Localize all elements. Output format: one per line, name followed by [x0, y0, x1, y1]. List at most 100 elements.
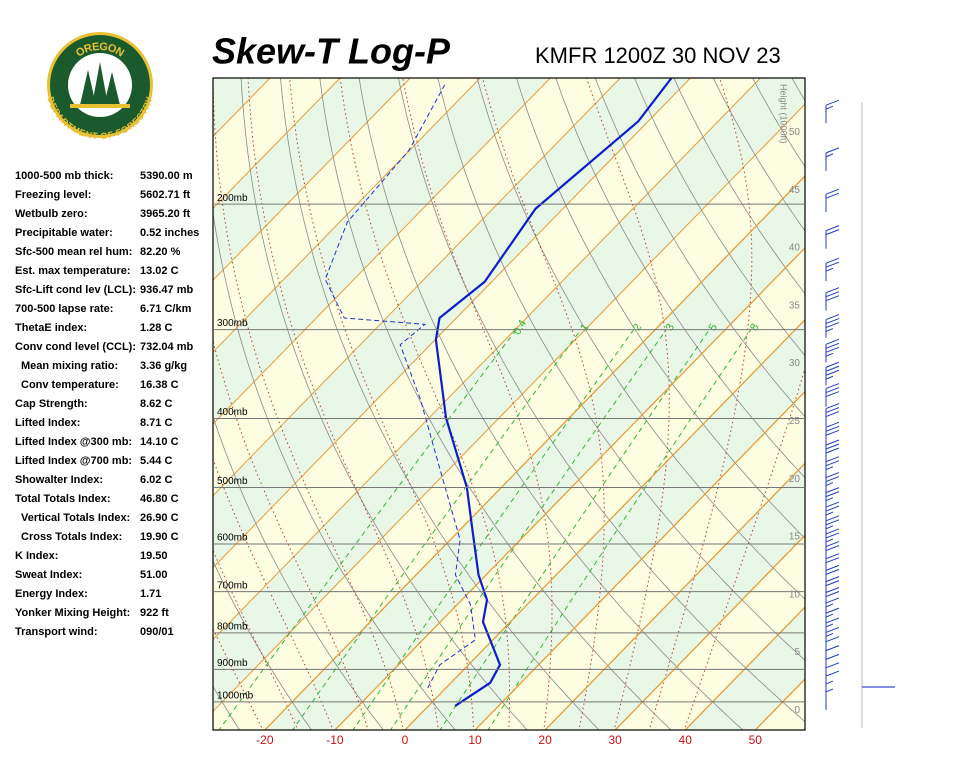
x-tick-label: 0 — [402, 733, 409, 747]
dry-adiabat — [791, 78, 805, 102]
mixing-ratio-line — [389, 329, 667, 730]
dry-adiabat — [213, 415, 384, 730]
dry-adiabat — [905, 71, 960, 732]
isotherm — [213, 78, 411, 281]
y-tick-label: 1000mb — [217, 691, 254, 702]
isotherm-grid — [474, 390, 805, 730]
height-tick-label: 30 — [789, 358, 801, 369]
isotherm — [213, 78, 551, 425]
index-label: Lifted Index @300 mb: — [15, 436, 132, 448]
mixing-ratio-label: 3 — [664, 322, 677, 333]
dry-adiabat — [827, 71, 960, 732]
index-label: Precipitable water: — [15, 227, 113, 239]
dry-adiabat — [594, 78, 805, 418]
x-tick-label: 20 — [538, 733, 552, 747]
y-tick-label: 600mb — [217, 533, 248, 544]
isotherm-grid — [264, 175, 805, 730]
height-tick-label: 0 — [794, 705, 800, 716]
x-tick-label: 50 — [749, 733, 763, 747]
wind-barb — [825, 421, 840, 446]
dry-adiabat — [516, 78, 805, 539]
chart-title: Skew-T Log-P — [212, 31, 451, 72]
wind-barb — [825, 147, 840, 171]
index-label: Conv temperature: — [21, 379, 119, 391]
dry-adiabat — [280, 78, 600, 730]
moist-adiabat — [648, 78, 753, 730]
mixing-ratio-line — [352, 329, 635, 730]
dewpoint-line — [324, 84, 476, 689]
temp-band — [213, 78, 805, 712]
moist-adiabat — [683, 366, 805, 730]
x-tick-label: 40 — [679, 733, 693, 747]
temp-band — [825, 78, 960, 730]
y-tick-label: 700mb — [217, 580, 248, 591]
index-value: 6.71 C/km — [140, 303, 192, 315]
index-value: 6.02 C — [140, 474, 172, 486]
index-value: 1.71 — [140, 588, 161, 600]
index-label: Transport wind: — [15, 626, 98, 638]
moist-adiabat — [213, 627, 264, 730]
index-value: 13.02 C — [140, 265, 179, 277]
index-label: Lifted Index @700 mb: — [15, 455, 132, 467]
index-label: Sweat Index: — [15, 569, 82, 581]
index-value: 5602.71 ft — [140, 189, 190, 201]
moist-adiabat — [482, 78, 605, 730]
wind-barb — [825, 188, 840, 213]
index-value: 19.50 — [140, 550, 168, 562]
index-label: Showalter Index: — [15, 474, 103, 486]
index-label: Est. max temperature: — [15, 265, 131, 277]
index-value: 3965.20 ft — [140, 208, 190, 220]
dry-adiabat — [213, 560, 312, 730]
moist-adiabat — [402, 78, 553, 730]
index-value: 0.52 inches — [140, 227, 199, 239]
index-label: Mean mixing ratio: — [21, 360, 118, 372]
wind-barb — [825, 597, 840, 621]
moist-adiabat — [586, 78, 670, 730]
wind-barb — [825, 99, 840, 124]
temp-band — [213, 104, 805, 730]
index-value: 8.71 C — [140, 417, 172, 429]
index-label: Energy Index: — [15, 588, 88, 600]
index-label: Yonker Mixing Height: — [15, 607, 130, 619]
index-value: 19.90 C — [140, 531, 179, 543]
height-tick-label: 10 — [789, 589, 801, 600]
isotherm — [213, 78, 341, 210]
index-label: Vertical Totals Index: — [21, 512, 130, 524]
index-value: 5390.00 m — [140, 170, 193, 182]
logo-top: OREGON — [74, 41, 126, 60]
isotherm — [213, 78, 691, 569]
wind-barb — [825, 225, 840, 249]
wind-barb — [825, 472, 840, 496]
dry-adiabat — [240, 78, 528, 730]
index-value: 16.38 C — [140, 379, 179, 391]
wind-barb — [825, 541, 840, 565]
moist-adiabat — [339, 78, 511, 730]
index-label: ThetaE index: — [15, 322, 87, 334]
height-tick-label: 50 — [789, 127, 801, 138]
x-tick-label: 30 — [608, 733, 622, 747]
dry-adiabat — [476, 78, 805, 600]
logo: OREGON DEPARTMENT OF FORESTRY — [45, 32, 155, 142]
index-value: 51.00 — [140, 569, 168, 581]
index-value: 8.62 C — [140, 398, 172, 410]
index-label: Sfc-500 mean rel hum: — [15, 246, 132, 258]
wind-barb — [825, 314, 840, 338]
index-value: 732.04 mb — [140, 341, 193, 353]
mixing-ratio-label: 5 — [707, 322, 720, 333]
index-value: 3.36 g/kg — [140, 360, 187, 372]
index-value: 82.20 % — [140, 246, 181, 258]
index-value: 46.80 C — [140, 493, 179, 505]
y-tick-label: 900mb — [217, 658, 248, 669]
indices: 1000-500 mb thick: 5390.00 m Freezing leve… — [15, 170, 199, 638]
index-label: K Index: — [15, 550, 58, 562]
wind-barb — [825, 688, 834, 710]
isotherm-grid — [404, 318, 805, 730]
x-tick-label: 10 — [468, 733, 482, 747]
y-tick-label: 800mb — [217, 622, 248, 633]
wind-barb — [825, 515, 840, 539]
index-label: Freezing level: — [15, 189, 91, 201]
chart-subtitle: KMFR 1200Z 30 NOV 23 — [535, 43, 781, 68]
y-tick-label: 200mb — [217, 193, 248, 204]
index-value: 14.10 C — [140, 436, 179, 448]
